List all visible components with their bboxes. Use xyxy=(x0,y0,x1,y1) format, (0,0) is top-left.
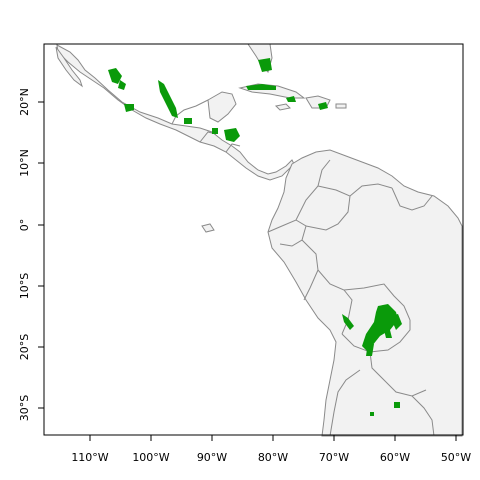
highlight-region xyxy=(362,304,398,352)
x-axis xyxy=(89,435,457,441)
highlight-region xyxy=(384,330,392,338)
x-tick-label: 110°W xyxy=(71,451,108,464)
y-tick-label: 10°S xyxy=(18,273,31,299)
plot-frame xyxy=(43,43,464,436)
land-south-america xyxy=(267,149,463,437)
y-tick-label: 30°S xyxy=(18,395,31,421)
highlight-region xyxy=(124,104,134,112)
highlight-region xyxy=(118,80,126,90)
highlight-layer xyxy=(108,58,402,416)
highlight-region xyxy=(224,128,240,142)
highlight-region xyxy=(108,68,122,84)
x-tick-label: 90°W xyxy=(197,451,227,464)
x-tick-label: 70°W xyxy=(319,451,349,464)
land-galapagos xyxy=(201,223,215,233)
land-layer xyxy=(55,43,463,437)
highlight-region xyxy=(246,84,276,90)
x-tick-label: 80°W xyxy=(258,451,288,464)
y-tick-label: 20°S xyxy=(18,334,31,360)
highlight-region xyxy=(286,96,296,102)
land-jamaica xyxy=(274,103,292,111)
land-baja xyxy=(55,46,83,88)
y-tick-label: 20°N xyxy=(18,88,31,116)
y-axis xyxy=(38,101,44,409)
highlight-region xyxy=(366,342,374,356)
highlight-region xyxy=(212,128,218,134)
highlight-region xyxy=(394,402,400,408)
x-tick-label: 60°W xyxy=(380,451,410,464)
highlight-region xyxy=(318,102,328,110)
highlight-region xyxy=(184,118,192,124)
highlight-region xyxy=(342,314,354,330)
highlight-region xyxy=(370,412,374,416)
highlight-region xyxy=(390,314,402,330)
highlight-region xyxy=(258,58,272,72)
y-tick-label: 10°N xyxy=(18,149,31,177)
x-tick-label: 100°W xyxy=(132,451,169,464)
land-puerto-rico xyxy=(335,103,347,109)
y-tick-label: 0° xyxy=(18,219,31,232)
land-yucatan xyxy=(207,91,237,123)
highlight-region xyxy=(158,80,178,118)
x-tick-label: 50°W xyxy=(441,451,471,464)
